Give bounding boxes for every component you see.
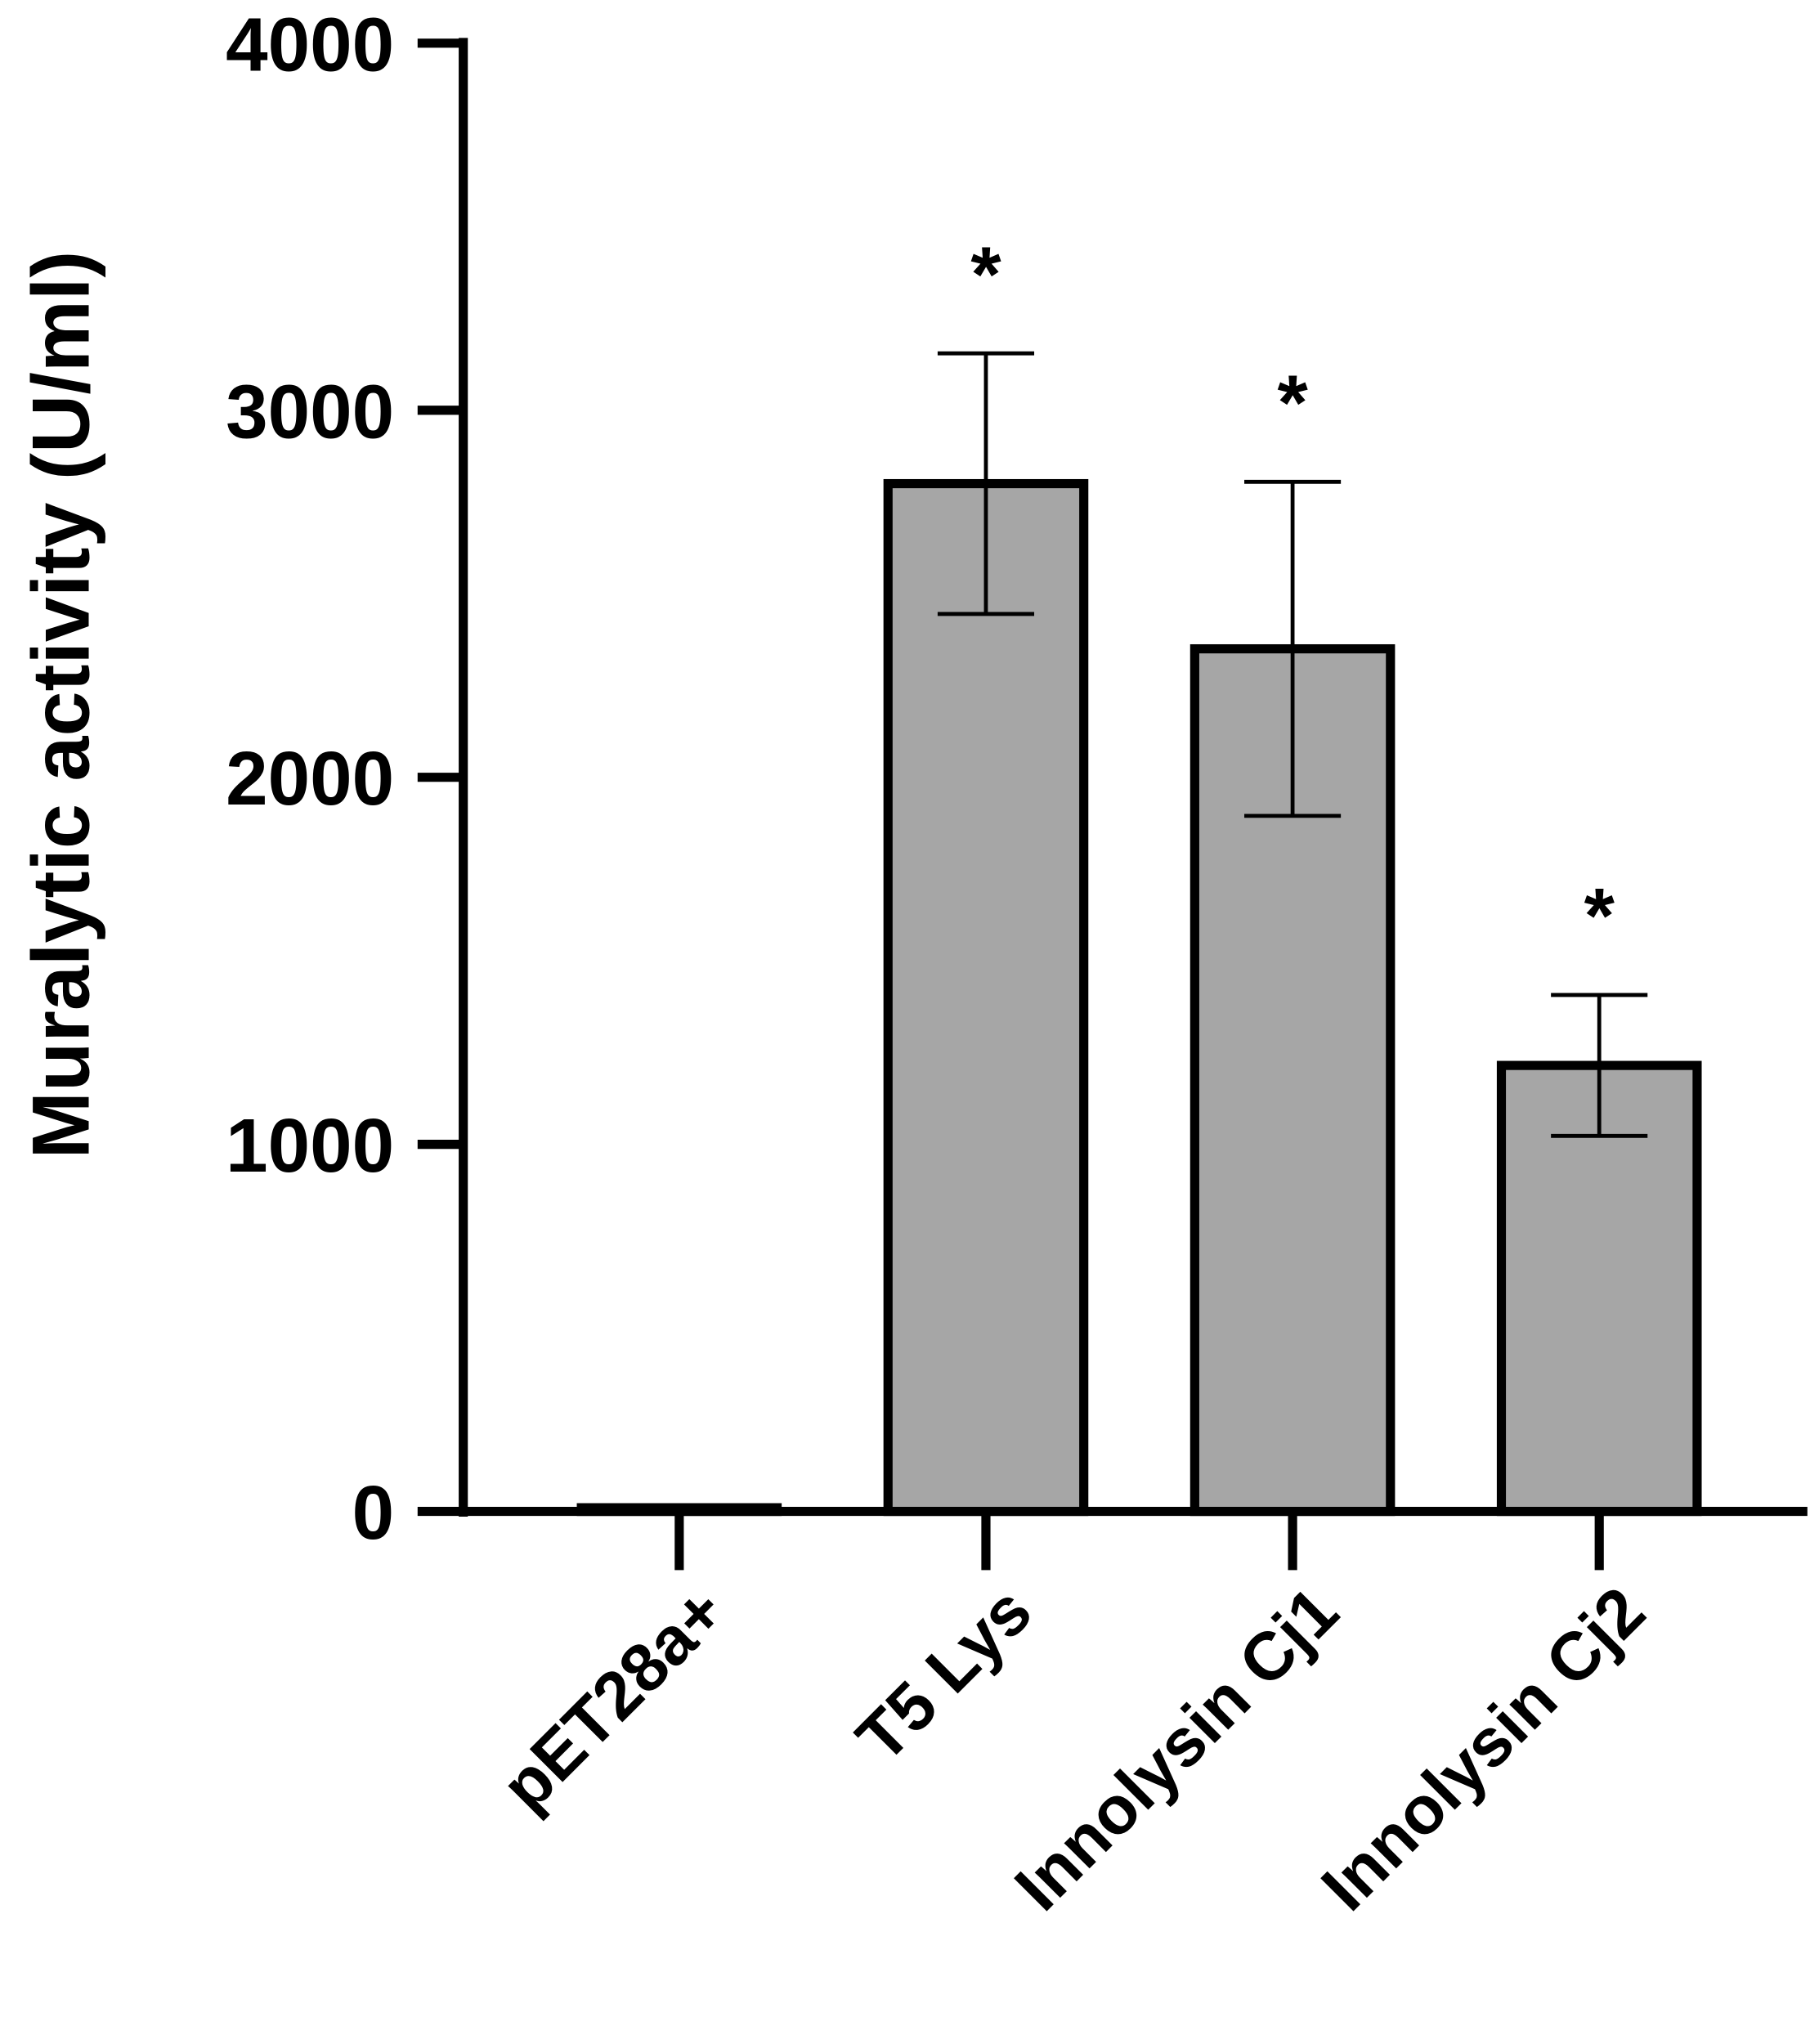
y-tick-label: 1000: [226, 1103, 394, 1188]
x-tick-label: Innolysin Cj2: [1307, 1572, 1660, 1925]
error-bar: [937, 351, 1035, 616]
error-bar: [1244, 479, 1342, 818]
error-bar: [1551, 993, 1648, 1138]
significance-marker: *: [970, 231, 1001, 318]
y-axis-title: Muralytic activity (U/ml): [16, 251, 106, 1159]
y-tick-label: 4000: [226, 2, 394, 87]
y-tick-label: 3000: [226, 369, 394, 454]
bar: [883, 478, 1089, 1517]
x-tick-label: T5 Lys: [842, 1572, 1046, 1777]
significance-marker: *: [1277, 359, 1308, 446]
y-tick-label: 2000: [226, 736, 394, 821]
x-tick-label: pET28a+: [486, 1572, 739, 1825]
significance-marker: *: [1584, 872, 1615, 960]
x-tick-label: Innolysin Cj1: [1000, 1572, 1352, 1925]
y-tick-label: 0: [352, 1470, 394, 1555]
